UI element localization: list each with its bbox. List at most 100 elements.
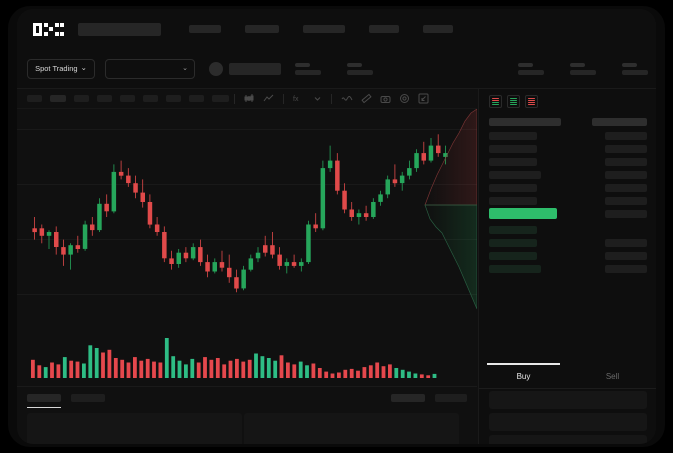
timeframe-button[interactable] <box>189 95 204 102</box>
timeframe-button[interactable] <box>97 95 112 102</box>
tab-buy-label: Buy <box>516 372 531 381</box>
line-chart-icon[interactable] <box>263 94 274 103</box>
orderbook-bid-row[interactable] <box>479 224 656 235</box>
nav-item-5[interactable] <box>423 25 453 33</box>
stat-label <box>622 62 637 67</box>
order-price-field[interactable] <box>489 391 647 409</box>
order-form <box>479 391 656 444</box>
wave-icon[interactable] <box>341 94 353 103</box>
market-subheader: Spot Trading ⌄ ⌄ <box>17 49 656 89</box>
stat-label <box>295 62 310 67</box>
stat-value <box>347 69 373 75</box>
search-input[interactable] <box>78 22 161 36</box>
trading-pair-selector[interactable]: ⌄ <box>105 58 195 79</box>
bid-price <box>489 251 537 260</box>
bottom-tab-1[interactable] <box>27 394 61 408</box>
bottom-tab-right-1[interactable] <box>391 394 425 402</box>
settings-gear-icon[interactable] <box>399 93 410 104</box>
buy-sell-tabs: Buy Sell <box>479 363 656 389</box>
nav-item-3[interactable] <box>303 25 345 33</box>
orderbook-ask-row[interactable] <box>479 169 656 180</box>
orderbook-ask-row[interactable] <box>479 182 656 193</box>
ask-price <box>489 131 537 140</box>
stat-value <box>570 69 596 75</box>
tab-sell[interactable]: Sell <box>568 365 656 388</box>
orderbook-bid-row[interactable] <box>479 237 656 248</box>
bid-size <box>605 251 647 260</box>
orderbook-view-modes <box>479 89 656 114</box>
stat-value <box>622 69 648 75</box>
chevron-down-icon: ⌄ <box>80 63 87 72</box>
stat-label <box>570 62 585 67</box>
timeframe-button[interactable] <box>50 95 66 102</box>
price-chart[interactable] <box>17 109 477 329</box>
market-stats-right <box>518 62 648 75</box>
market-type-label: Spot Trading <box>35 64 78 73</box>
ask-size <box>605 196 647 205</box>
orderbook-mode-both-icon[interactable] <box>489 95 502 108</box>
nav-item-4[interactable] <box>369 25 399 33</box>
orderbook-trade-panel: Buy Sell <box>478 89 656 444</box>
toolbar-divider <box>331 93 332 104</box>
market-depth-overlay <box>424 109 477 310</box>
timeframe-button[interactable] <box>143 95 158 102</box>
orderbook-mode-bids-icon[interactable] <box>507 95 520 108</box>
chevron-down-icon[interactable] <box>313 94 322 103</box>
candlestick-chart-icon[interactable] <box>244 94 255 103</box>
gridline <box>17 184 477 185</box>
orderbook-col-header-right <box>592 117 647 126</box>
order-amount-field[interactable] <box>489 413 647 431</box>
orderbook-ask-row[interactable] <box>479 195 656 206</box>
nav-item-1[interactable] <box>189 25 221 33</box>
orderbook-ask-row[interactable] <box>479 143 656 154</box>
indicators-icon[interactable]: fx <box>293 94 305 103</box>
logo-letter-k <box>44 22 53 36</box>
ask-size <box>605 183 647 192</box>
bottom-tab-bar-right <box>391 394 467 402</box>
bottom-tab-2[interactable] <box>71 394 105 402</box>
last-price-value <box>229 62 281 75</box>
timeframe-button[interactable] <box>166 95 181 102</box>
ruler-icon[interactable] <box>361 93 372 104</box>
tab-buy[interactable]: Buy <box>479 363 568 388</box>
coin-icon <box>209 61 223 76</box>
orderbook-mode-asks-icon[interactable] <box>525 95 538 108</box>
chevron-down-icon: ⌄ <box>182 64 188 72</box>
toolbar-divider <box>283 93 284 104</box>
bottom-panel-right[interactable] <box>244 413 459 444</box>
chart-toolbar: fx <box>17 89 477 109</box>
bid-size <box>605 264 647 273</box>
order-total-field[interactable] <box>489 435 647 444</box>
market-stats-left <box>295 62 373 75</box>
bid-price <box>489 225 537 234</box>
bottom-tab-1-label <box>27 394 61 402</box>
timeframe-button[interactable] <box>27 95 42 102</box>
bottom-tab-right-2[interactable] <box>435 394 467 402</box>
top-navigation-bar <box>17 9 656 49</box>
orderbook-bid-row[interactable] <box>479 250 656 261</box>
orderbook-col-header-left <box>489 117 561 126</box>
timeframe-button[interactable] <box>120 95 135 102</box>
fullscreen-icon[interactable] <box>418 93 429 104</box>
candlestick-series <box>32 134 448 293</box>
nav-item-2[interactable] <box>245 25 279 33</box>
camera-icon[interactable] <box>380 94 391 104</box>
gridline <box>17 129 477 130</box>
bottom-panel-left[interactable] <box>27 413 242 444</box>
market-type-selector[interactable]: Spot Trading ⌄ <box>27 58 95 79</box>
orderbook-header-row <box>479 116 656 127</box>
timeframe-button[interactable] <box>74 95 89 102</box>
stat-value <box>295 69 321 75</box>
toolbar-divider <box>234 93 235 104</box>
okx-logo[interactable] <box>33 22 64 36</box>
orderbook-ask-row[interactable] <box>479 156 656 167</box>
logo-letter-x <box>55 22 64 36</box>
orderbook-spread-row[interactable] <box>479 208 656 219</box>
bottom-panels <box>17 413 477 444</box>
orderbook-rows[interactable] <box>479 114 656 309</box>
bottom-tab-2-label <box>71 394 105 402</box>
orderbook-ask-row[interactable] <box>479 130 656 141</box>
timeframe-button[interactable] <box>212 95 229 102</box>
orderbook-bid-row[interactable] <box>479 263 656 274</box>
